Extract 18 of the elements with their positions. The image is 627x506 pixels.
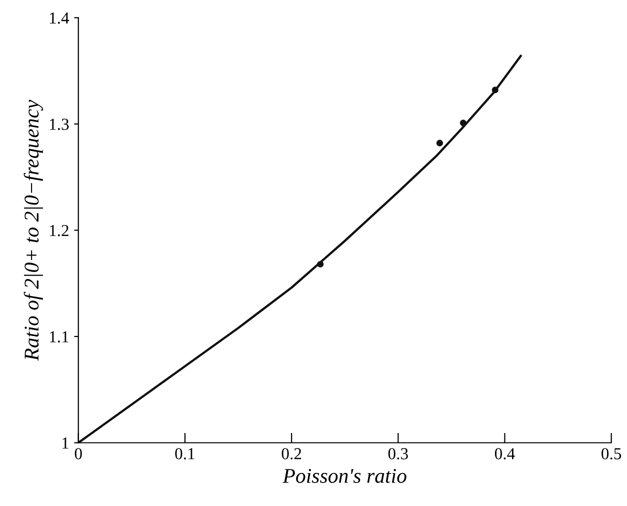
x-tick-label: 0.4	[494, 448, 515, 460]
y-tick-label: 1.4	[50, 12, 70, 24]
y-tick-label: 1.1	[50, 331, 68, 343]
line-series	[78, 54, 522, 443]
y-tick-label: 1	[62, 438, 68, 449]
y-tick-label: 1.3	[50, 118, 69, 130]
y-axis-title: Ratio of 2|0+ to 2|0−frequency	[24, 100, 43, 361]
x-tick-label: 0.2	[282, 448, 302, 460]
point	[492, 86, 498, 94]
x-axis-title: Poisson's ratio	[282, 468, 406, 483]
point	[460, 120, 466, 126]
y-tick-label: 1.2	[50, 224, 68, 236]
x-tick-label: 0.5	[602, 448, 622, 460]
x-tick-label: 0.3	[388, 448, 408, 460]
point	[317, 260, 324, 268]
point	[436, 140, 444, 146]
x-tick-label: 0	[74, 448, 82, 460]
x-tick-label: 0.1	[175, 448, 194, 460]
